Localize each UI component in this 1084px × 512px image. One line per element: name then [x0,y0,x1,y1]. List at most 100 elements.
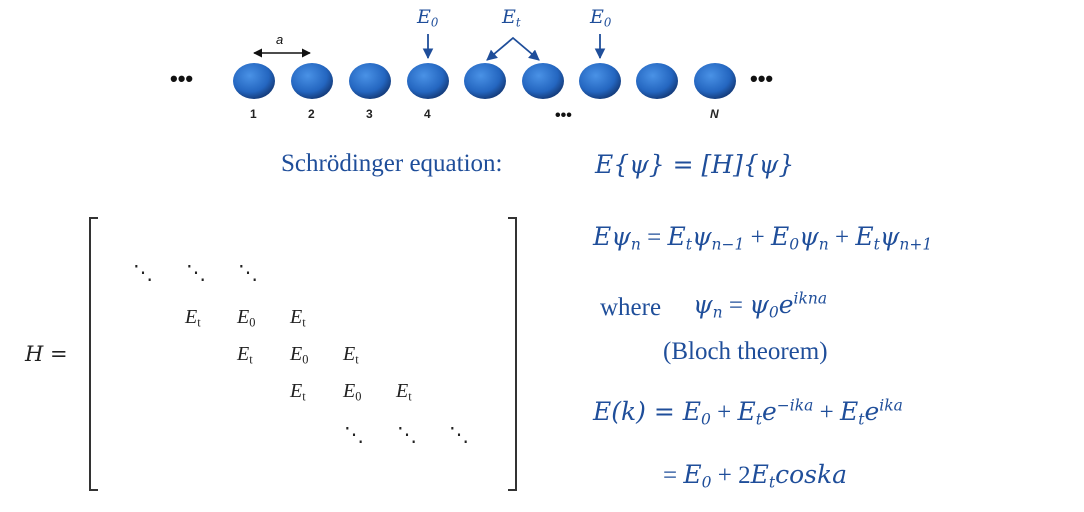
site-label-N: N [710,107,719,121]
matrix-entry: E0 [237,306,255,329]
recurrence-equation: Eψn = Etψn−1 + E0ψn + Etψn+1 [593,222,932,252]
matrix-left-bracket [89,217,98,491]
eq-op: = [722,292,750,319]
entry-symbol: E [185,306,198,328]
onsite-label-2: E0 [590,6,611,28]
entry-symbol: E [290,306,303,328]
matrix-lhs: H = [25,342,68,367]
eq-part: E [682,397,701,426]
site-label-3: 3 [366,107,373,121]
matrix-dots: ⋱ [344,424,364,446]
eq-part: e [778,290,794,319]
atom [522,63,564,99]
eq-part: ψ [749,290,769,319]
eq-part: E [855,222,874,251]
matrix-entry: E0 [343,380,361,403]
eq-part: Eψ [593,222,631,251]
site-label-4: 4 [424,107,431,121]
eq-sub: t [768,473,776,492]
chain-ellipsis-right: ••• [750,66,773,91]
atom [407,63,449,99]
hopping-label-symbol: E [502,6,516,28]
eq-part: E [771,222,790,251]
eq-sub: t [858,410,865,429]
matrix-entry: Et [290,380,306,403]
eq-part: E [683,460,702,489]
onsite-label-symbol: E [417,6,431,28]
eq-sub: t [685,235,692,254]
site-label-1: 1 [250,107,257,121]
chain-ellipsis-middle: ••• [555,107,572,124]
eq-sub: t [755,410,762,429]
eq-sup: −ika [776,396,814,415]
eq-sub: 0 [701,473,712,492]
eq-sub: 0 [701,410,711,429]
entry-symbol: E [396,380,409,402]
atom [291,63,333,99]
atom [233,63,275,99]
eq-op: + [828,224,856,251]
eq-op: = [663,462,684,489]
eq-part: E [667,222,686,251]
eq-op: = [640,224,668,251]
result-equation: = E0 + 2Etcoska [663,460,847,490]
matrix-lhs-text: H = [25,342,68,366]
entry-subscript: t [197,315,201,330]
atom [349,63,391,99]
matrix-entry: Et [343,343,359,366]
entry-subscript: 0 [302,352,309,367]
onsite-label-subscript: 0 [430,15,439,30]
eq-part: E [737,397,756,426]
matrix-right-bracket [508,217,517,491]
atomic-chain-diagram: ••• ••• ••• 1 2 3 4 N a [170,32,773,124]
entry-symbol: E [343,380,356,402]
eq-part: e [864,397,880,426]
where-word: where [600,294,662,321]
eq-op: + [813,399,840,426]
entry-symbol: E [290,380,303,402]
entry-symbol: E [290,343,303,365]
entry-subscript: t [249,352,253,367]
eq-part: ψ [799,222,819,251]
matrix-dots: ⋱ [238,262,258,284]
eq-part: E [750,460,769,489]
chain-ellipsis-left: ••• [170,66,193,91]
eq-sub: 0 [768,303,779,322]
matrix-entry: E0 [290,343,308,366]
atom [579,63,621,99]
eq-op: + [710,399,738,426]
schrodinger-equation: E{ψ} = [H]{ψ} [595,150,795,179]
schrodinger-label: Schrödinger equation: [281,150,503,177]
eq-op: + 2 [711,462,751,489]
entry-subscript: t [302,389,306,404]
eq-sub: t [873,235,880,254]
spacing-label: a [276,32,283,47]
atom [694,63,736,99]
hopping-label: Et [502,6,521,28]
onsite-label-1: E0 [417,6,438,28]
matrix-dots: ⋱ [449,424,469,446]
atoms [233,63,736,99]
eq-sub: n [630,235,641,254]
atom [464,63,506,99]
entry-symbol: E [237,306,250,328]
onsite-label-subscript: 0 [603,15,612,30]
entry-subscript: t [302,315,306,330]
eq-part: E(k) = [593,397,683,426]
hopping-arrow [486,36,540,61]
matrix-dots: ⋱ [397,424,417,446]
bloch-note: (Bloch theorem) [663,338,828,365]
matrix-entry: Et [185,306,201,329]
bloch-equation: ψn = ψ0eikna [693,290,827,320]
eq-part: E [839,397,859,426]
eq-part: e [761,397,777,426]
eq-sub: n [712,303,723,322]
hopping-label-subscript: t [515,15,521,30]
dispersion-equation: E(k) = E0 + Ete−ika + Eteika [593,397,903,427]
eq-sup: ikna [793,289,828,308]
matrix-entry: Et [290,306,306,329]
eq-sub: 0 [789,235,800,254]
matrix-entry: Et [237,343,253,366]
matrix-dots: ⋱ [186,262,206,284]
eq-sub: n [818,235,829,254]
